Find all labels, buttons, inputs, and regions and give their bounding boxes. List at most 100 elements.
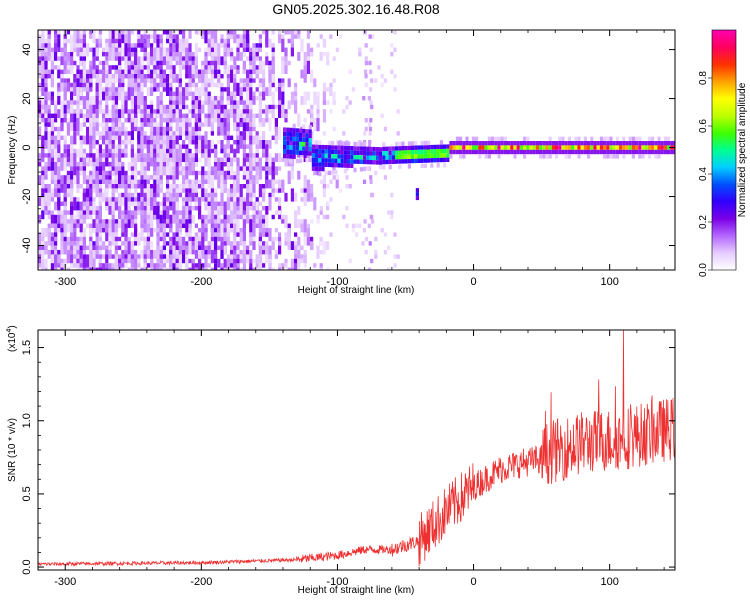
spectrogram-cell bbox=[375, 160, 379, 165]
spectrogram-cell bbox=[166, 113, 170, 118]
spectrogram-cell bbox=[166, 219, 170, 224]
spectrogram-cell bbox=[305, 129, 309, 134]
spectrogram-cell bbox=[105, 100, 109, 105]
spectrogram-cell bbox=[70, 91, 74, 101]
spectrogram-cell bbox=[137, 144, 141, 149]
spectrogram-cell bbox=[599, 149, 603, 155]
spectrogram-cell bbox=[70, 214, 74, 228]
spectrogram-cell bbox=[214, 65, 218, 70]
spectrogram-cell bbox=[114, 118, 118, 132]
spectrogram-cell bbox=[137, 135, 141, 140]
spectrogram-y-tick-label: -40 bbox=[21, 238, 33, 254]
spectrogram-cell bbox=[153, 140, 157, 145]
spectrogram-cell bbox=[156, 74, 160, 79]
spectrogram-cell bbox=[289, 127, 293, 133]
spectrogram-cell bbox=[60, 210, 64, 215]
spectrogram-cell bbox=[660, 141, 664, 146]
spectrogram-cell bbox=[332, 175, 336, 180]
spectrogram-cell bbox=[169, 166, 173, 176]
spectrogram-cell bbox=[47, 250, 51, 259]
spectrogram-cell bbox=[214, 74, 218, 79]
spectrogram-cell bbox=[175, 188, 179, 193]
spectrogram-cell bbox=[146, 184, 150, 198]
spectrogram-cell bbox=[663, 149, 667, 155]
spectrogram-cell bbox=[102, 47, 106, 52]
spectrogram-cell bbox=[175, 144, 179, 154]
spectrogram-cell bbox=[38, 144, 42, 149]
spectrogram-cell bbox=[50, 162, 54, 171]
spectrogram-cell bbox=[526, 136, 530, 141]
spectrogram-cell bbox=[290, 170, 294, 180]
spectrogram-cell bbox=[198, 157, 202, 162]
spectrogram-cell bbox=[114, 267, 118, 270]
spectrogram-cell bbox=[57, 47, 61, 52]
spectrogram-cell bbox=[172, 214, 176, 224]
spectrogram-cell bbox=[204, 188, 208, 193]
spectrogram-cell bbox=[321, 149, 325, 154]
spectrogram-cell bbox=[433, 144, 437, 150]
spectrogram-cell bbox=[286, 145, 290, 150]
spectrogram-cell bbox=[226, 232, 230, 237]
spectrogram-cell bbox=[446, 157, 450, 162]
spectrogram-cell bbox=[439, 157, 443, 163]
spectrogram-cell bbox=[459, 141, 463, 146]
spectrogram-cell bbox=[172, 109, 176, 114]
spectrogram-cell bbox=[388, 150, 392, 156]
spectrogram-cell bbox=[223, 135, 227, 140]
spectrogram-cell bbox=[124, 43, 128, 57]
spectrogram-cell bbox=[452, 149, 456, 155]
spectrogram-cell bbox=[545, 141, 549, 146]
spectrogram-cell bbox=[150, 241, 154, 246]
spectrogram-cell bbox=[108, 263, 112, 270]
spectrogram-cell bbox=[150, 258, 154, 268]
spectrogram-cell bbox=[111, 91, 115, 96]
spectrogram-cell bbox=[140, 201, 144, 211]
spectrogram-cell bbox=[108, 144, 112, 149]
spectrogram-cell bbox=[299, 128, 303, 133]
spectrogram-cell bbox=[326, 100, 330, 105]
spectrogram-cell bbox=[102, 219, 106, 228]
spectrogram-cell bbox=[278, 153, 282, 162]
spectrogram-cell bbox=[548, 145, 552, 150]
spectrogram-cell bbox=[150, 188, 154, 198]
spectrogram-cell bbox=[367, 122, 371, 127]
spectrogram-cell bbox=[140, 34, 144, 48]
spectrogram-cell bbox=[182, 113, 186, 118]
spectrogram-cell bbox=[571, 149, 575, 155]
spectrogram-cell bbox=[564, 145, 568, 150]
spectrogram-cell bbox=[318, 140, 322, 145]
spectrogram-cell bbox=[140, 228, 144, 237]
spectrogram-cell bbox=[236, 69, 240, 74]
spectrogram-cell bbox=[226, 258, 230, 264]
spectrogram-cell bbox=[300, 197, 304, 202]
spectrogram-cell bbox=[201, 175, 205, 184]
spectrogram-cell bbox=[50, 250, 54, 255]
spectrogram-cell bbox=[98, 43, 102, 48]
spectrogram-cell bbox=[105, 188, 109, 193]
spectrogram-cell bbox=[223, 162, 227, 167]
spectrogram-cell bbox=[220, 96, 224, 101]
spectrogram-cell bbox=[182, 184, 186, 189]
spectrogram-cell bbox=[159, 184, 163, 189]
spectrogram-cell bbox=[311, 153, 315, 158]
spectrogram-cell bbox=[194, 69, 198, 79]
spectrogram-cell bbox=[207, 201, 211, 206]
spectrogram-cell bbox=[290, 267, 294, 270]
spectrogram-cell bbox=[398, 150, 402, 155]
spectrogram-cell bbox=[89, 34, 93, 39]
spectrogram-cell bbox=[423, 149, 427, 154]
spectrogram-cell bbox=[178, 30, 182, 35]
spectrogram-cell bbox=[306, 91, 310, 101]
spectrogram-cell bbox=[249, 201, 253, 206]
spectrogram-cell bbox=[414, 154, 418, 159]
spectrogram-cell bbox=[382, 159, 386, 165]
spectrogram-cell bbox=[220, 223, 224, 237]
spectrogram-cell bbox=[423, 158, 427, 163]
spectrogram-cell bbox=[236, 254, 240, 259]
spectrogram-cell bbox=[353, 159, 357, 164]
spectrogram-cell bbox=[191, 188, 195, 193]
spectrogram-cell bbox=[73, 122, 77, 132]
spectrogram-cell bbox=[50, 192, 54, 198]
spectrogram-cell bbox=[44, 175, 48, 180]
spectrogram-x-tick-label: -200 bbox=[190, 276, 212, 288]
